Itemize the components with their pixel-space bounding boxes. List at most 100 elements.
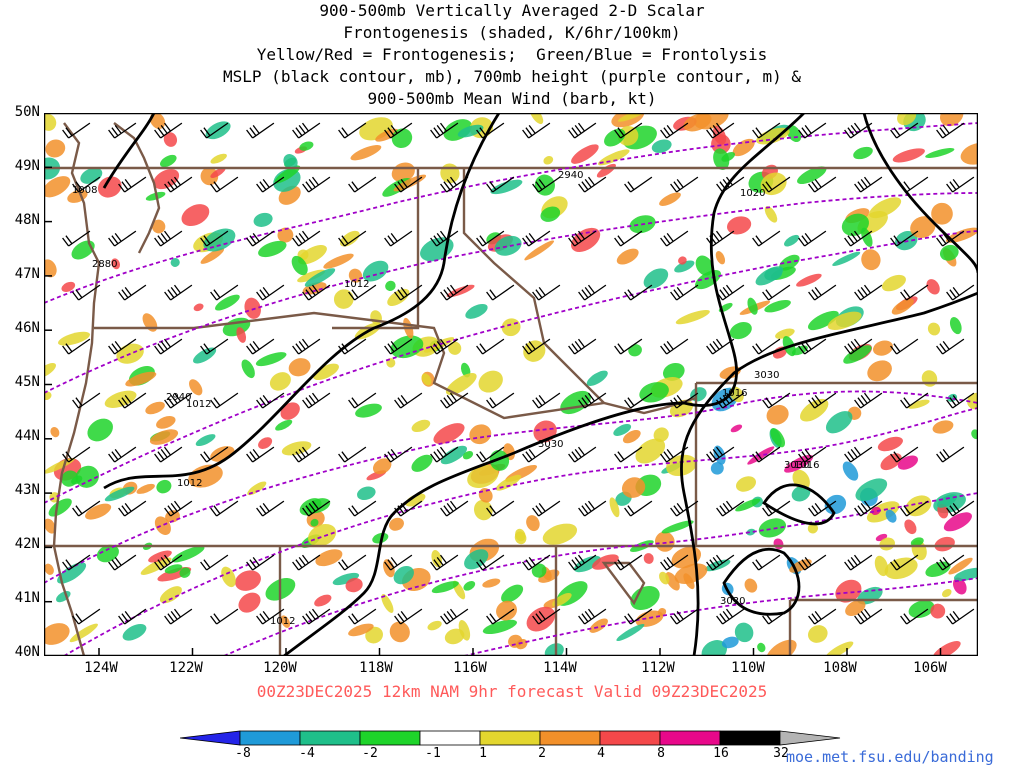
colorbar-label: 16 — [713, 746, 729, 761]
colorbar-swatch — [180, 730, 241, 746]
shading-blob — [665, 572, 680, 591]
lon-label: 120W — [263, 660, 297, 676]
wind-barb — [890, 122, 919, 139]
mslp-label: 1016 — [722, 388, 747, 399]
wind-barb — [752, 338, 781, 355]
wind-barb — [338, 230, 367, 247]
wind-barb — [394, 392, 423, 409]
shading-blob — [501, 584, 524, 603]
wind-barb — [486, 608, 515, 625]
wind-barb — [670, 284, 699, 301]
shading-blob — [357, 486, 376, 501]
lon-label: 108W — [823, 660, 857, 676]
shading-blob — [241, 359, 255, 379]
shading-blob — [643, 268, 669, 289]
shading-blob — [764, 300, 791, 313]
puget-sound-coast — [113, 122, 161, 254]
wind-barb — [430, 338, 459, 355]
pacific-coastline — [52, 122, 101, 547]
wind-barb — [292, 230, 321, 247]
wind-barb — [578, 176, 607, 193]
wind-barb — [72, 392, 101, 409]
wind-barb — [200, 446, 229, 463]
wind-barb — [890, 554, 919, 571]
shading-blob — [892, 148, 925, 163]
wind-barb — [890, 446, 919, 463]
title-line-4: MSLP (black contour, mb), 700mb height (… — [223, 67, 801, 86]
wind-barb — [348, 176, 377, 193]
colorbar-boxes — [180, 730, 841, 746]
shading-blob — [907, 399, 930, 409]
wind-barb — [716, 500, 745, 517]
shading-blob — [735, 476, 757, 492]
wind-barb — [430, 554, 459, 571]
wind-barb — [72, 608, 101, 625]
wind-barb — [246, 122, 275, 139]
wind-barb — [946, 608, 975, 625]
wind-barb — [844, 122, 873, 139]
shading-blob — [678, 256, 687, 265]
shading-blob — [465, 303, 488, 319]
shading-blob — [721, 152, 735, 162]
wind-barb — [440, 176, 469, 193]
shading-blob — [203, 228, 236, 252]
shading-blob — [372, 458, 392, 475]
shading-blob — [531, 563, 547, 578]
shading-blob — [104, 486, 135, 502]
shading-blob — [910, 537, 924, 547]
title-line-2: Frontogenesis (shaded, K/6hr/100km) — [343, 23, 681, 42]
shading-blob — [729, 322, 752, 340]
shading-blob — [57, 331, 91, 346]
wind-barb — [762, 284, 791, 301]
state-borders — [44, 122, 978, 656]
shading-blob — [170, 258, 180, 267]
wind-barb — [624, 500, 653, 517]
shading-blob — [713, 148, 730, 170]
wind-barb — [256, 392, 285, 409]
height-labels: 2880 2940 2940 3030 3030 3030 3030 — [92, 170, 809, 607]
shading-blob — [154, 516, 171, 535]
shading-blob — [616, 623, 645, 642]
shading-blob — [56, 590, 71, 603]
wind-barb — [164, 608, 193, 625]
shading-blob — [389, 621, 410, 643]
shading-blob — [463, 580, 476, 591]
shading-blob — [310, 518, 319, 527]
shading-blob — [235, 570, 261, 591]
wind-barb — [486, 176, 515, 193]
wind-barb — [900, 500, 929, 517]
wind-barb — [890, 338, 919, 355]
mslp-label: 1020 — [740, 188, 765, 199]
wind-barb — [394, 608, 423, 625]
california-coast — [52, 545, 86, 656]
shading-blob — [735, 498, 761, 512]
colorbar-swatch — [719, 730, 781, 746]
wind-barb — [292, 446, 321, 463]
shading-blob — [695, 255, 713, 276]
credit-link[interactable]: moe.met.fsu.edu/banding — [786, 748, 994, 766]
shading-blob — [734, 622, 754, 643]
shading-blob — [145, 401, 165, 415]
shading-blob — [841, 213, 869, 236]
wind-barb — [854, 392, 883, 409]
height-label: 3030 — [720, 596, 745, 607]
shading-blob — [540, 206, 561, 222]
shading-blob — [440, 445, 468, 465]
colorbar-swatch — [599, 730, 661, 746]
wind-barb — [154, 338, 183, 355]
height-contour — [44, 230, 978, 504]
axis-ticks — [44, 113, 942, 656]
shading-blob — [747, 297, 758, 315]
mslp-contour — [862, 113, 978, 274]
shading-blob — [433, 423, 465, 445]
wind-barb — [118, 176, 147, 193]
colorbar-label: -1 — [425, 746, 441, 761]
shading-blob — [604, 128, 626, 147]
shading-blob — [255, 352, 287, 367]
lat-label: 48N — [14, 212, 40, 228]
lat-label: 47N — [14, 266, 40, 282]
shading-blob — [457, 124, 484, 138]
shading-blob — [464, 549, 489, 570]
wind-barb — [348, 500, 377, 517]
shading-blob — [159, 586, 182, 604]
